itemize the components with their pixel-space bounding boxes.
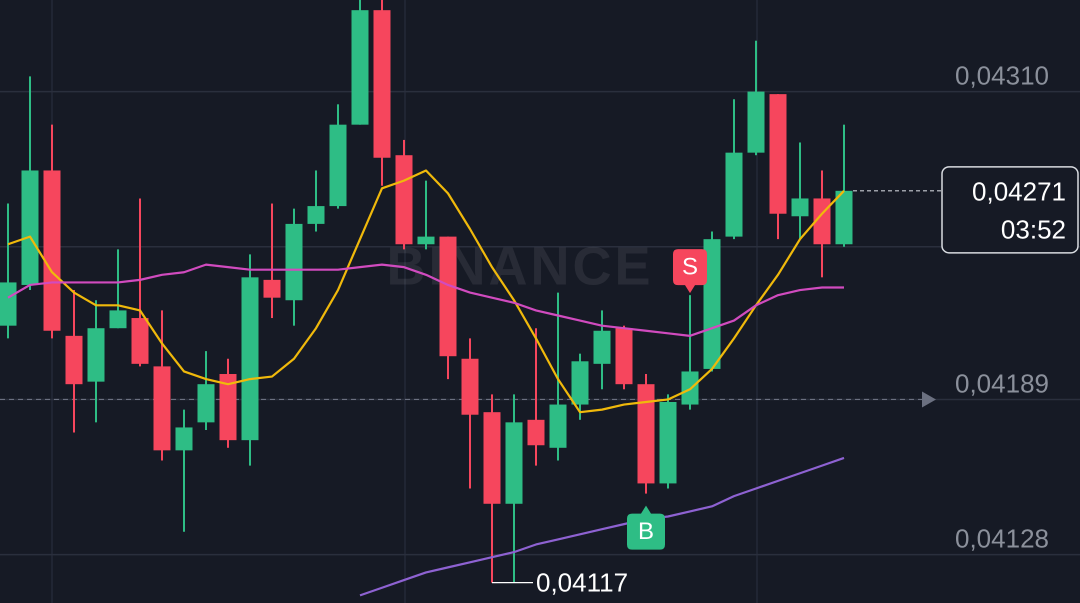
- watermark: BINANCE: [386, 236, 653, 296]
- candle-body: [703, 239, 721, 369]
- candle-body: [483, 412, 501, 504]
- candle-body: [241, 277, 259, 441]
- candle-body: [131, 318, 149, 364]
- y-tick-label: 0,04189: [955, 368, 1049, 398]
- candle-body: [87, 328, 105, 382]
- signal-label: B: [638, 518, 654, 545]
- y-tick-label: 0,04310: [955, 60, 1049, 90]
- grid: [0, 90, 1080, 556]
- candle-body: [285, 223, 303, 301]
- candle-body: [21, 170, 39, 285]
- candle-body: [263, 279, 281, 298]
- moving-average-line: [359, 456, 845, 597]
- candle-body: [835, 190, 853, 245]
- countdown-label: 03:52: [1001, 215, 1066, 245]
- plot: [0, 0, 853, 597]
- candle-body: [439, 236, 457, 357]
- candle-body: [615, 328, 633, 385]
- candle-body: [175, 427, 193, 451]
- candle-body: [219, 374, 237, 441]
- candle-body: [307, 206, 325, 224]
- last-price-label: 0,04271: [972, 177, 1066, 207]
- candle-body: [43, 170, 61, 331]
- candle-body: [637, 384, 655, 484]
- last-price-box: [941, 166, 1079, 254]
- candle-body: [769, 94, 787, 214]
- price-line-arrow: [922, 391, 936, 408]
- candle-body: [373, 10, 391, 158]
- candle-body: [527, 419, 545, 446]
- candle-body: [593, 330, 611, 364]
- moving-average-line: [7, 263, 844, 337]
- candle-body: [417, 236, 435, 245]
- candle-body: [65, 335, 83, 385]
- candle-body: [153, 366, 171, 451]
- y-tick-label: 0,04128: [955, 524, 1049, 554]
- candle-body: [571, 361, 589, 405]
- candle-body: [329, 124, 347, 207]
- moving-average-line: [7, 169, 845, 414]
- candle-body: [461, 358, 479, 415]
- signal-label: S: [682, 253, 698, 280]
- overlay: 0,043100,00,041890,041280,04117SB0,04271…: [492, 60, 1079, 598]
- candle-body: [725, 152, 743, 237]
- candle-body: [747, 91, 765, 153]
- candle-body: [659, 402, 677, 484]
- candle-body: [549, 404, 567, 448]
- candle-body: [505, 422, 523, 504]
- candle-body: [351, 10, 369, 125]
- candle-body: [0, 282, 17, 326]
- candle-body: [791, 198, 809, 217]
- candle-body: [395, 155, 413, 245]
- signal-marker: [627, 505, 665, 550]
- low-label: 0,04117: [536, 568, 628, 598]
- candle-body: [109, 310, 127, 329]
- candle-body: [197, 384, 215, 423]
- signal-marker: [673, 249, 707, 294]
